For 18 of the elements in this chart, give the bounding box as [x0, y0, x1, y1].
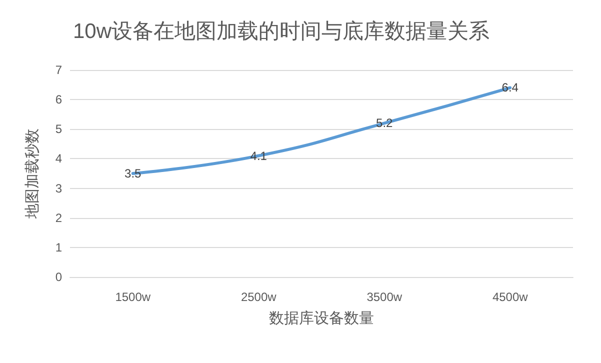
data-label: 3.5 [124, 166, 142, 180]
y-tick-label: 1 [55, 240, 62, 254]
x-tick-label: 2500w [240, 290, 277, 304]
chart-title: 10w设备在地图加载的时间与底库数据量关系 [73, 20, 490, 43]
y-tick-label: 7 [55, 63, 62, 77]
y-tick-label: 6 [55, 92, 62, 107]
x-tick-label: 3500w [366, 290, 402, 304]
y-tick-label: 4 [55, 152, 62, 166]
y-axis-title: 地图加载秒数 [24, 128, 41, 220]
y-tick-label: 3 [55, 181, 62, 196]
data-label: 6.4 [502, 80, 519, 95]
x-axis-title: 数据库设备数量 [269, 310, 374, 327]
y-tick-label: 5 [55, 122, 62, 136]
x-tick-label: 1500w [115, 290, 151, 304]
data-label: 5.2 [376, 116, 394, 130]
x-tick-label: 4500w [492, 290, 528, 304]
y-tick-label: 0 [55, 270, 62, 284]
y-tick-label: 2 [55, 210, 62, 225]
